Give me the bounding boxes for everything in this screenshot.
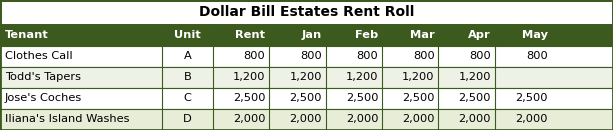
Text: 800: 800 [413, 51, 435, 61]
Text: 800: 800 [244, 51, 265, 61]
Text: 1,200: 1,200 [459, 72, 491, 82]
Text: 800: 800 [470, 51, 491, 61]
Text: 800: 800 [300, 51, 322, 61]
Text: May: May [522, 30, 548, 40]
Text: 1,200: 1,200 [233, 72, 265, 82]
Text: C: C [184, 93, 191, 103]
Text: 2,000: 2,000 [516, 114, 548, 124]
Text: Jose's Coches: Jose's Coches [5, 93, 82, 103]
Text: 1,200: 1,200 [289, 72, 322, 82]
Text: 2,000: 2,000 [402, 114, 435, 124]
Text: Iliana's Island Washes: Iliana's Island Washes [5, 114, 129, 124]
Text: B: B [184, 72, 191, 82]
Text: 2,000: 2,000 [233, 114, 265, 124]
Text: Rent: Rent [235, 30, 265, 40]
Text: Jan: Jan [302, 30, 322, 40]
Text: Unit: Unit [174, 30, 201, 40]
Text: 2,000: 2,000 [346, 114, 378, 124]
Bar [0, 109, 613, 130]
Text: Todd's Tapers: Todd's Tapers [5, 72, 81, 82]
Text: 2,500: 2,500 [233, 93, 265, 103]
Text: 800: 800 [357, 51, 378, 61]
Text: Feb: Feb [355, 30, 378, 40]
Text: 2,000: 2,000 [289, 114, 322, 124]
Text: Clothes Call: Clothes Call [5, 51, 72, 61]
Text: 1,200: 1,200 [402, 72, 435, 82]
Text: 2,500: 2,500 [459, 93, 491, 103]
Bar [0, 88, 613, 109]
Text: A: A [184, 51, 191, 61]
Text: 1,200: 1,200 [346, 72, 378, 82]
Text: 800: 800 [527, 51, 548, 61]
Text: D: D [183, 114, 192, 124]
Bar [0, 25, 613, 46]
Bar [0, 46, 613, 67]
Bar [0, 67, 613, 88]
Text: Apr: Apr [468, 30, 491, 40]
Text: 2,500: 2,500 [402, 93, 435, 103]
Text: Tenant: Tenant [5, 30, 48, 40]
Text: 2,500: 2,500 [289, 93, 322, 103]
Text: Mar: Mar [410, 30, 435, 40]
Text: 2,000: 2,000 [459, 114, 491, 124]
Text: 2,500: 2,500 [346, 93, 378, 103]
Text: Dollar Bill Estates Rent Roll: Dollar Bill Estates Rent Roll [199, 5, 414, 19]
Bar [0, 0, 613, 25]
Text: 2,500: 2,500 [516, 93, 548, 103]
